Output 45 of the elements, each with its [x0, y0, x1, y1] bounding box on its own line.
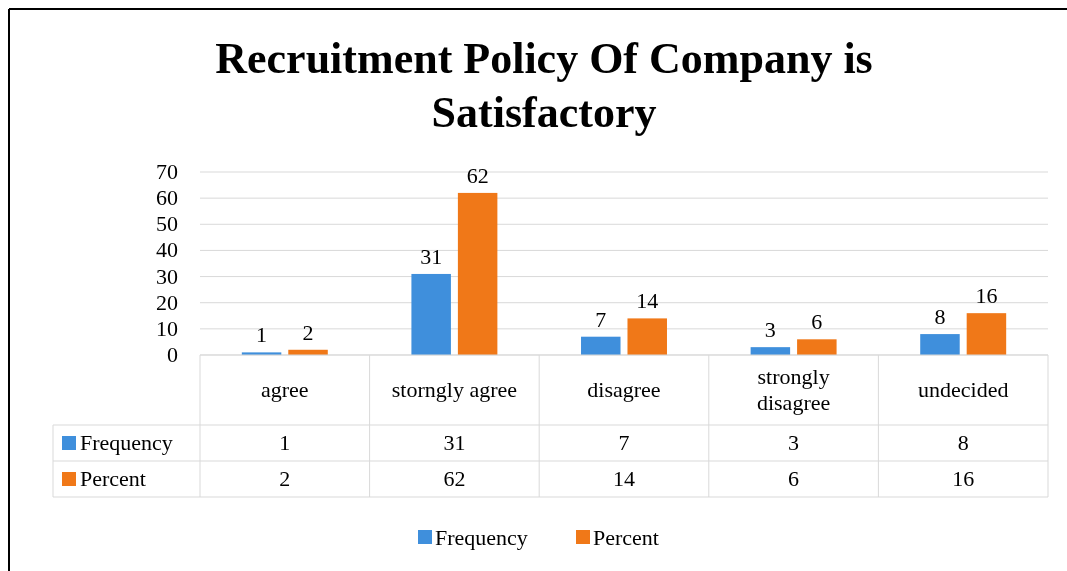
data-label: 3: [764, 317, 776, 343]
y-tick-label: 20: [156, 289, 178, 315]
data-label: 6: [811, 309, 823, 335]
y-tick-label: 60: [156, 185, 178, 211]
text: 6: [788, 466, 800, 491]
text: 2: [279, 466, 291, 491]
data-label: 8: [934, 304, 946, 330]
legend-label: Frequency: [80, 430, 173, 455]
y-tick-label: 50: [156, 211, 178, 237]
x-tick-label: disagree: [587, 377, 661, 402]
bar: [411, 273, 451, 355]
text: 14: [613, 466, 635, 491]
y-tick-label: 10: [156, 315, 178, 341]
bar: [581, 336, 621, 355]
y-tick-label: 40: [156, 237, 178, 263]
text: 16: [952, 466, 975, 491]
x-tick-label: undecided: [918, 377, 1009, 402]
text: 8: [957, 430, 969, 455]
text: 31: [443, 430, 466, 455]
text: Frequency: [435, 525, 528, 550]
data-label: 2: [302, 319, 314, 345]
data-label: 31: [420, 243, 443, 269]
legend-label: Percent: [593, 525, 659, 550]
data-label: 7: [595, 306, 607, 332]
bar: [920, 334, 960, 355]
y-tick-label: 30: [156, 263, 178, 289]
bar: [966, 313, 1007, 355]
data-label: 1: [256, 322, 268, 348]
bar: [457, 192, 498, 355]
bar: [627, 318, 667, 355]
y-tick-label: 0: [167, 342, 178, 367]
x-tick-label: agree: [260, 377, 309, 402]
x-tick-label: strongly disagree: [756, 364, 831, 415]
data-label: 14: [636, 288, 659, 314]
y-tick-label: 70: [156, 159, 178, 184]
text: 62: [443, 466, 466, 491]
data-label: 62: [466, 162, 489, 188]
text: 3: [788, 430, 800, 455]
text: Percent: [80, 466, 146, 491]
data-label: 16: [975, 283, 998, 309]
x-tick-label: storngly agree: [391, 377, 518, 402]
text: 7: [618, 430, 630, 455]
bar: [797, 339, 837, 355]
text: 1: [279, 430, 291, 455]
chart-title: Recruitment Policy Of Company is Satisfactory: [215, 34, 873, 137]
